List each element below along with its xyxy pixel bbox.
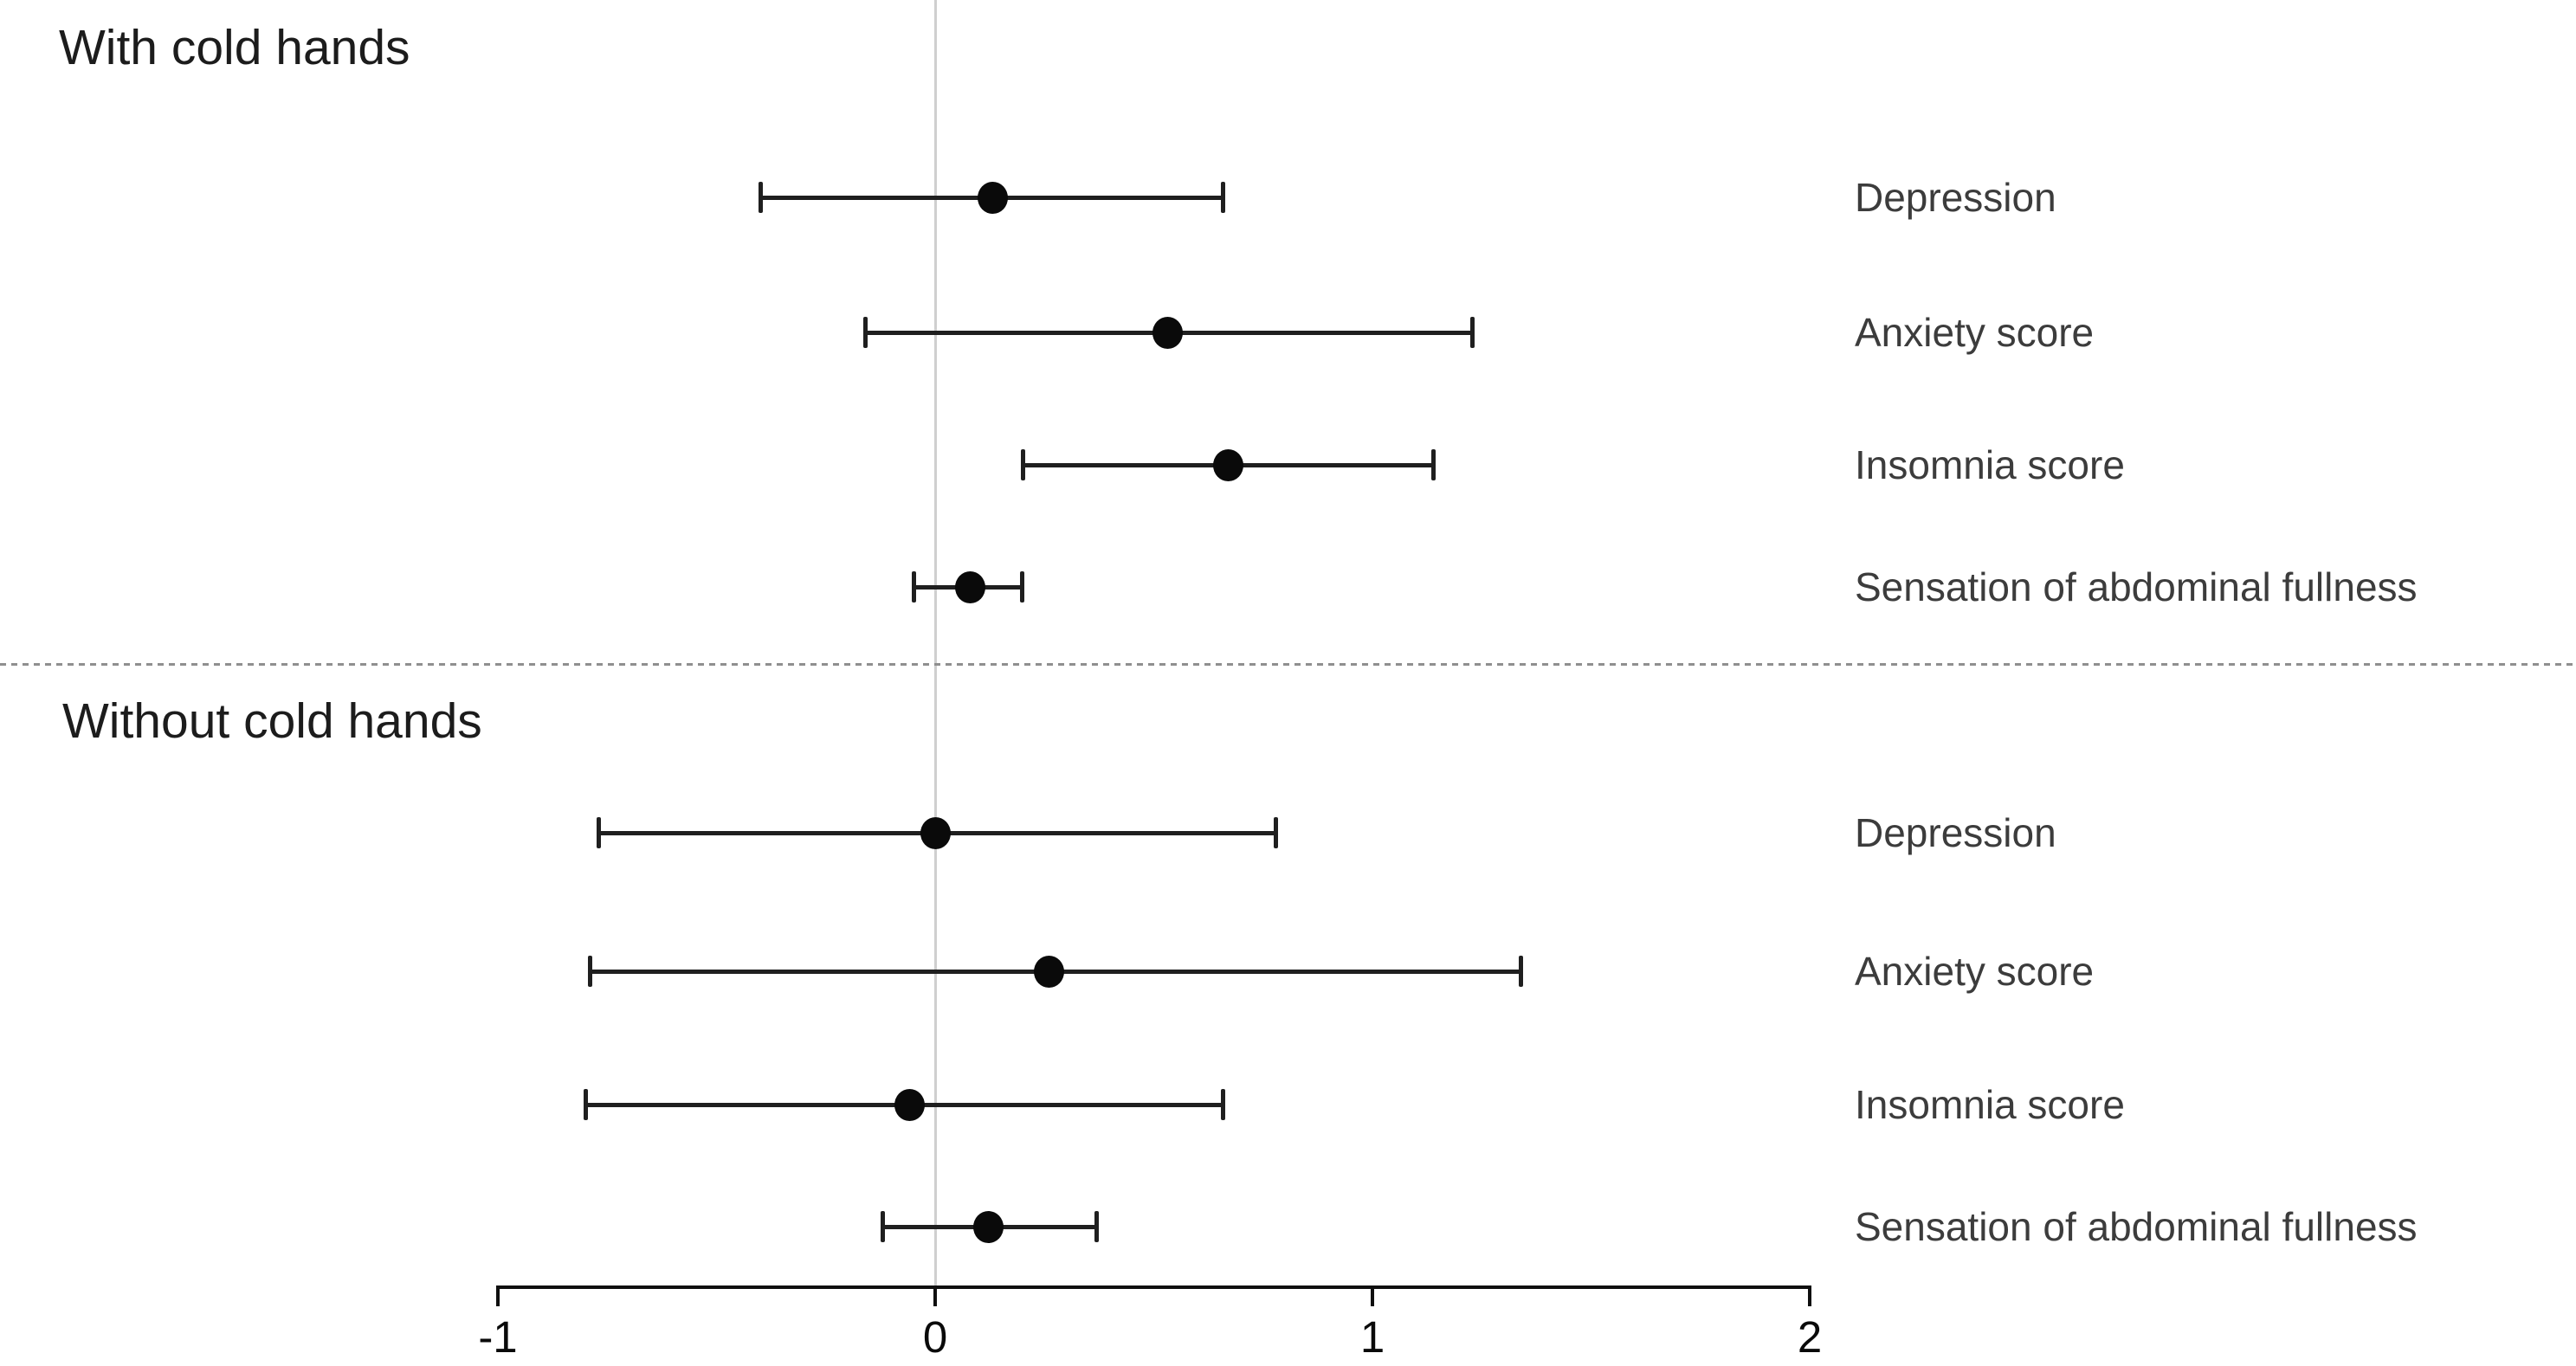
point-marker (1152, 317, 1183, 349)
x-axis-tick (1371, 1285, 1374, 1306)
ci-cap-high (1518, 956, 1523, 987)
row-label: Anxiety score (1855, 949, 2095, 994)
section-divider-line (0, 663, 2576, 666)
ci-cap-low (584, 1089, 588, 1120)
x-axis-line (496, 1285, 1811, 1289)
x-axis-tick (496, 1285, 500, 1306)
ci-cap-low (881, 1211, 886, 1242)
ci-cap-high (1221, 182, 1226, 213)
ci-cap-high (1221, 1089, 1226, 1120)
point-marker (977, 182, 1008, 214)
row-label: Sensation of abdominal fullness (1855, 1204, 2418, 1249)
ci-cap-low (911, 571, 916, 602)
point-marker (1213, 449, 1244, 481)
ci-cap-high (1273, 817, 1278, 848)
ci-cap-high (1470, 317, 1475, 348)
row-label: Depression (1855, 175, 2056, 220)
row-label: Depression (1855, 810, 2056, 855)
ci-cap-low (1021, 449, 1025, 480)
point-marker (955, 571, 986, 603)
ci-cap-high (1020, 571, 1024, 602)
point-marker (972, 1211, 1004, 1243)
ci-cap-high (1430, 449, 1436, 480)
x-axis-tick (1808, 1285, 1811, 1306)
row-label: Sensation of abdominal fullness (1855, 564, 2418, 609)
zero-reference-line (933, 0, 937, 1287)
x-axis-tick (933, 1285, 937, 1306)
ci-cap-low (759, 182, 763, 213)
section-title-without-cold-hands: Without cold hands (62, 693, 482, 749)
point-marker (920, 817, 951, 849)
x-axis-tick-label: 0 (922, 1312, 948, 1362)
row-label: Anxiety score (1855, 310, 2095, 355)
row-label: Insomnia score (1855, 1082, 2125, 1127)
row-label: Insomnia score (1855, 442, 2125, 487)
point-marker (894, 1089, 925, 1121)
ci-cap-low (588, 956, 593, 987)
ci-cap-low (863, 317, 868, 348)
x-axis-tick-label: -1 (478, 1312, 518, 1362)
point-marker (1034, 956, 1065, 988)
ci-cap-high (1094, 1211, 1099, 1242)
x-axis-tick-label: 1 (1359, 1312, 1385, 1362)
ci-cap-low (597, 817, 602, 848)
x-axis-tick-label: 2 (1797, 1312, 1823, 1362)
section-title-with-cold-hands: With cold hands (59, 20, 410, 75)
